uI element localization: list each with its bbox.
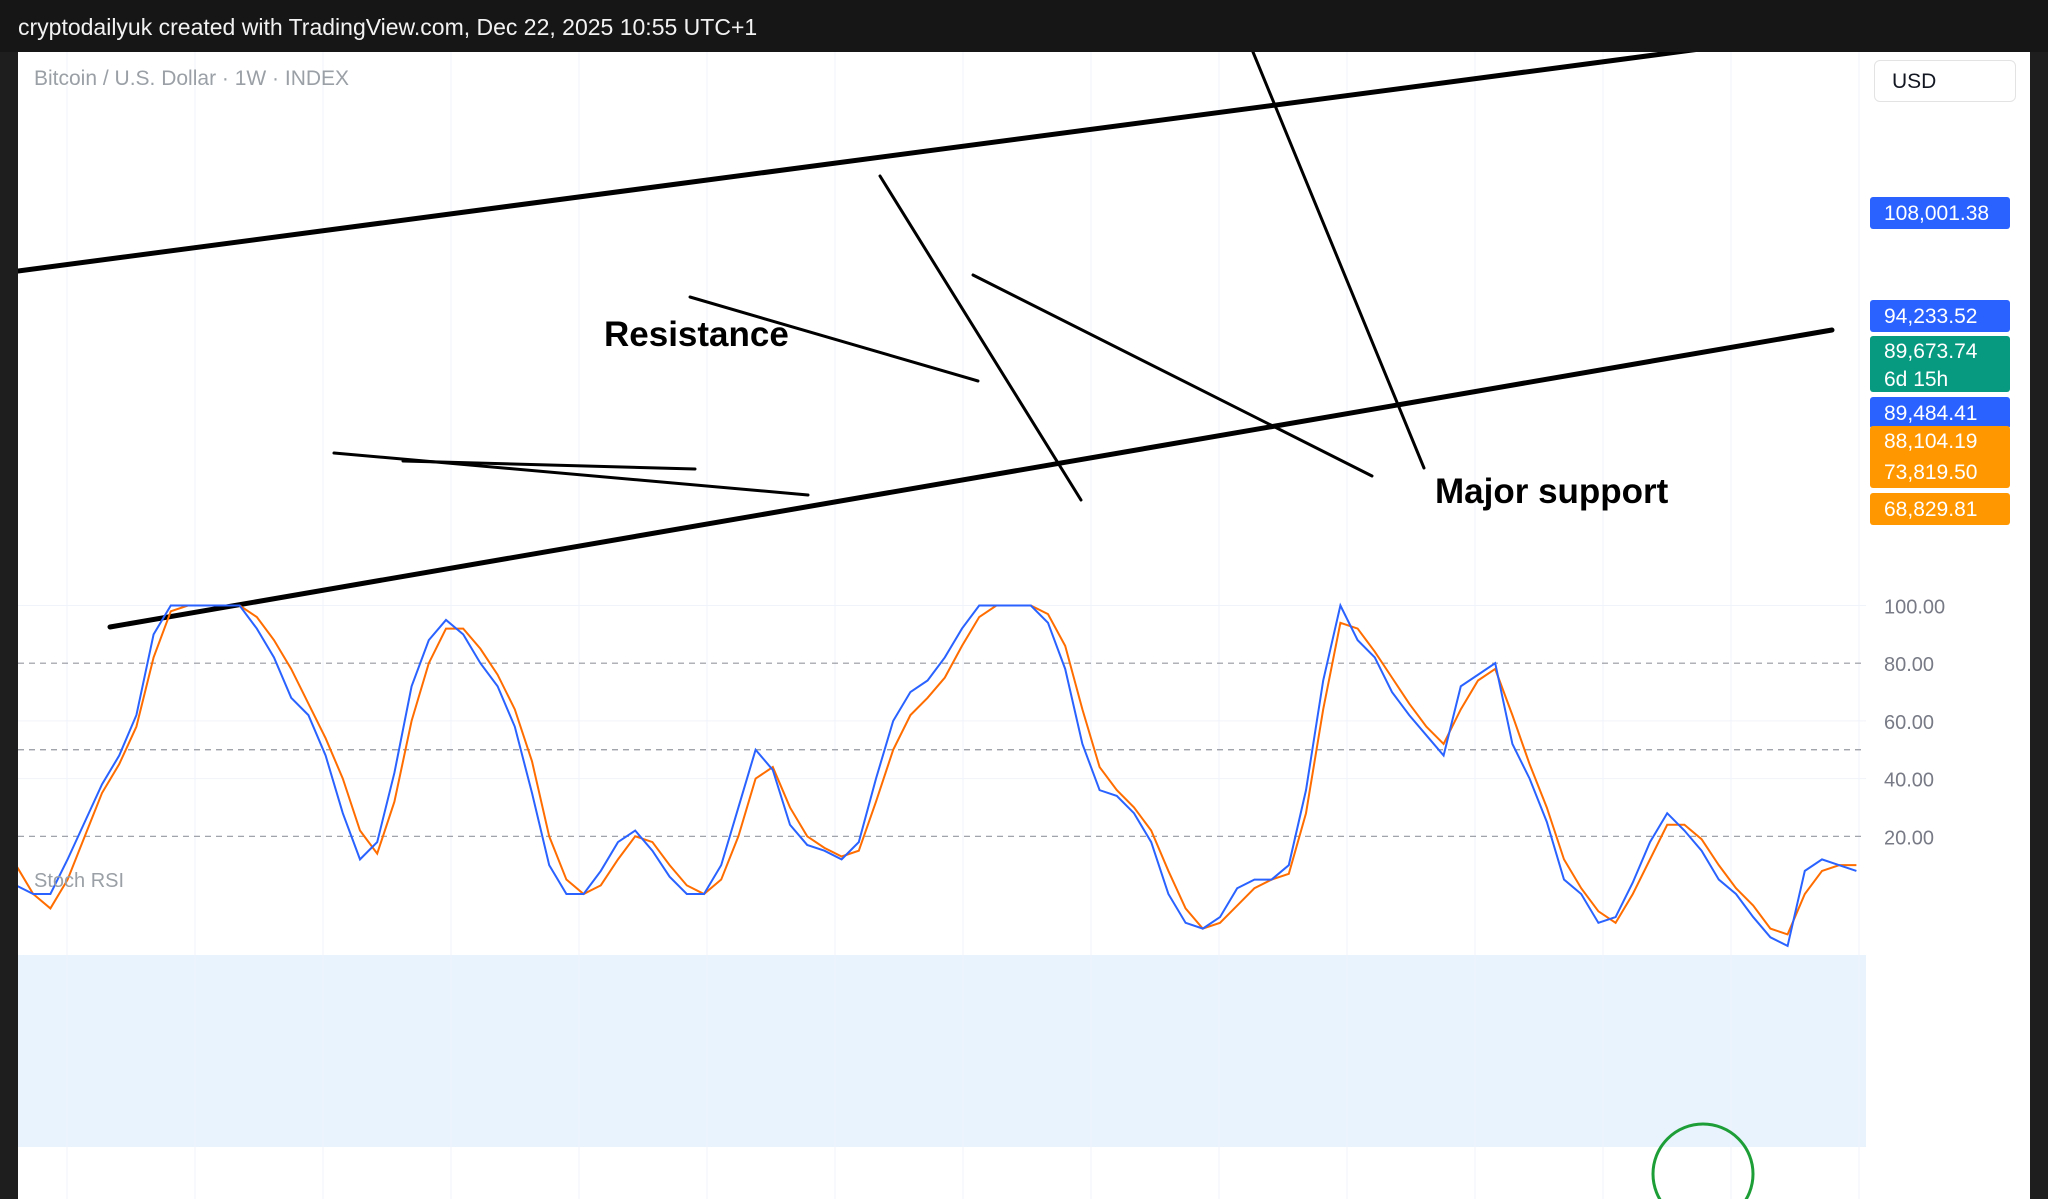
price-label-box: [1870, 197, 2010, 229]
price-label: 88,104.19 73,819.50: [1870, 426, 2010, 488]
symbol-label: Bitcoin / U.S. Dollar · 1W · INDEX: [34, 67, 350, 90]
price-label: 94,233.52: [1870, 300, 2010, 332]
price-label-text: 108,001.38: [1884, 202, 1989, 225]
stoch-axis-tick: 20.00: [1884, 827, 1934, 849]
currency-selector[interactable]: USD: [1874, 60, 2016, 102]
price-label-text: 73,819.50: [1884, 461, 1977, 484]
price-label: 89,673.74 6d 15h: [1870, 336, 2010, 392]
price-label: 68,829.81: [1870, 493, 2010, 525]
trendlines: [18, 52, 1835, 630]
stoch-axis-tick: 60.00: [1884, 712, 1934, 734]
annotation-resistance: Resistance: [604, 315, 789, 354]
price-label-box: [1870, 426, 2010, 488]
trendline[interactable]: [332, 451, 810, 497]
stoch-band: [18, 955, 1866, 1147]
main-pane[interactable]: [18, 52, 1866, 860]
price-label-text: 89,673.74: [1884, 340, 1978, 363]
stoch-axis-tick: 80.00: [1884, 654, 1934, 676]
price-label-text: 6d 15h: [1884, 368, 1948, 391]
stoch-axis-tick: 100.00: [1884, 597, 1945, 619]
grid: [18, 52, 1866, 1199]
price-label-text: 88,104.19: [1884, 430, 1977, 453]
price-labels: 108,001.38 94,233.52 89,673.74 6d 15h 89,484…: [1870, 197, 2010, 525]
trendline[interactable]: [1251, 52, 1426, 470]
trendline[interactable]: [18, 52, 1715, 274]
trendline[interactable]: [688, 295, 980, 383]
price-axis[interactable]: [1866, 52, 2030, 1199]
price-label-box: [1870, 397, 2010, 429]
price-label-box: [1870, 336, 2010, 392]
trendline[interactable]: [971, 273, 1374, 478]
trendline[interactable]: [107, 327, 1835, 630]
stoch-rsi-label: Stoch RSI: [34, 870, 125, 892]
price-label-box: [1870, 300, 2010, 332]
highlight-circle: [1651, 1122, 1755, 1199]
top-caption-bar: cryptodailyuk created with TradingView.c…: [0, 0, 2048, 52]
annotation-major-support: Major support: [1435, 472, 1669, 511]
stoch-d-line: [18, 604, 1857, 936]
price-label-text: 94,233.52: [1884, 305, 1977, 328]
price-label-text: 89,484.41: [1884, 402, 1977, 425]
trendline[interactable]: [878, 174, 1083, 502]
price-label-text: 68,829.81: [1884, 498, 1977, 521]
stoch-k-line: [18, 602, 1857, 948]
price-label: 108,001.38: [1870, 197, 2010, 229]
price-label: 89,484.41: [1870, 397, 2010, 429]
stoch-rsi-lines: [18, 602, 1857, 948]
price-label-box: [1870, 493, 2010, 525]
caption-text: cryptodailyuk created with TradingView.c…: [18, 14, 758, 40]
stoch-axis-tick: 40.00: [1884, 770, 1934, 792]
